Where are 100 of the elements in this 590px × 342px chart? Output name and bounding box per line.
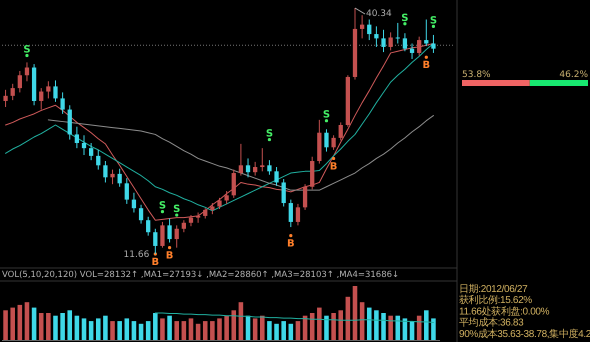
candlestick: [296, 203, 300, 226]
bar: [416, 316, 422, 340]
chart-title: VOL(5,10,20,120) VOL=28132↑ ,MA1=27193↓ ,MA2=28860↑ ,MA3=28103↑ ,MA4=31686↓: [2, 270, 400, 280]
bar: [267, 321, 272, 340]
point: [268, 138, 272, 142]
bar: [38, 313, 44, 340]
bar: [331, 313, 336, 340]
bar: [210, 321, 215, 340]
bar: [188, 318, 194, 340]
bar: [110, 321, 115, 340]
candlestick: [381, 29, 386, 53]
candlestick: [60, 92, 65, 114]
candlestick: [396, 22, 400, 44]
candlestick: [103, 160, 108, 183]
annotation: 11.66: [124, 250, 150, 260]
bar: [424, 310, 429, 340]
bar: [317, 308, 322, 340]
series-label: S: [23, 44, 31, 56]
bar: [374, 310, 379, 340]
candlestick: [302, 184, 308, 210]
candlestick: [3, 89, 8, 108]
data-label: 53.8%: [462, 70, 492, 80]
candlestick: [138, 204, 144, 224]
candlestick: [10, 83, 15, 101]
bar: [366, 308, 372, 340]
bar: [252, 318, 258, 340]
candlestick: [74, 126, 80, 149]
candlestick: [431, 34, 436, 54]
bar: [60, 313, 65, 340]
bar: [274, 324, 279, 340]
bar: [281, 321, 286, 340]
text: 平均成本:36.83: [459, 316, 524, 329]
bar: [103, 316, 108, 340]
point: [175, 213, 178, 217]
candlestick: [232, 169, 236, 198]
bar: [67, 310, 72, 340]
bar: [431, 318, 436, 340]
bar: [395, 316, 400, 340]
candlestick: [182, 220, 186, 233]
text: S: [158, 200, 166, 212]
bar: [202, 321, 208, 340]
candlestick: [288, 199, 293, 228]
candlestick: [338, 122, 343, 141]
bar: [196, 324, 200, 340]
series-label: B: [287, 238, 295, 250]
candlestick: [224, 190, 229, 204]
bar: [32, 308, 36, 340]
bar: [124, 318, 130, 340]
bar: [231, 310, 236, 340]
text: S: [401, 12, 409, 24]
text: 11.66处获利盘:0.00%: [459, 305, 550, 318]
point: [25, 54, 29, 58]
bar: [288, 324, 294, 340]
bar: [160, 318, 165, 340]
candlestick: [89, 142, 94, 161]
text: S: [266, 128, 274, 140]
candlestick: [96, 149, 100, 170]
candlestick: [367, 18, 372, 41]
text: 获利比例:15.62%: [459, 294, 532, 306]
bar: [117, 321, 122, 340]
candlestick: [53, 80, 58, 102]
candlestick: [46, 80, 50, 99]
candlestick: [331, 134, 336, 150]
point: [168, 246, 172, 250]
bar: [153, 313, 158, 340]
bar: [18, 304, 22, 340]
candlestick: [238, 143, 244, 176]
candlestick: [118, 168, 122, 188]
bar: [53, 316, 58, 340]
bar: [238, 302, 244, 340]
text: 日期:2012/06/27: [459, 283, 528, 295]
candlestick: [253, 161, 258, 176]
candlestick: [146, 216, 150, 236]
annotation: 40.34: [366, 9, 392, 19]
candlestick: [210, 202, 215, 215]
bar: [10, 308, 15, 340]
bar: [410, 321, 414, 340]
bar: [324, 316, 329, 340]
candlestick: [360, 14, 364, 39]
bar: [24, 302, 30, 340]
bar: [402, 318, 408, 340]
bar: [88, 321, 94, 340]
candlestick: [132, 192, 136, 213]
data-label: 46.2%: [559, 70, 588, 80]
candlestick: [153, 228, 158, 254]
bar: [246, 316, 250, 340]
point: [160, 210, 164, 214]
bar: [46, 313, 51, 340]
candlestick: [167, 218, 172, 244]
bar: [96, 318, 101, 340]
candlestick: [260, 148, 264, 172]
bar: [302, 316, 308, 340]
bar: [167, 316, 172, 340]
point: [424, 56, 428, 59]
candlestick: [110, 169, 115, 185]
bar: [360, 302, 364, 340]
candlestick: [424, 18, 428, 47]
bar: [182, 321, 186, 340]
point: [432, 24, 436, 28]
bar: [310, 313, 314, 340]
